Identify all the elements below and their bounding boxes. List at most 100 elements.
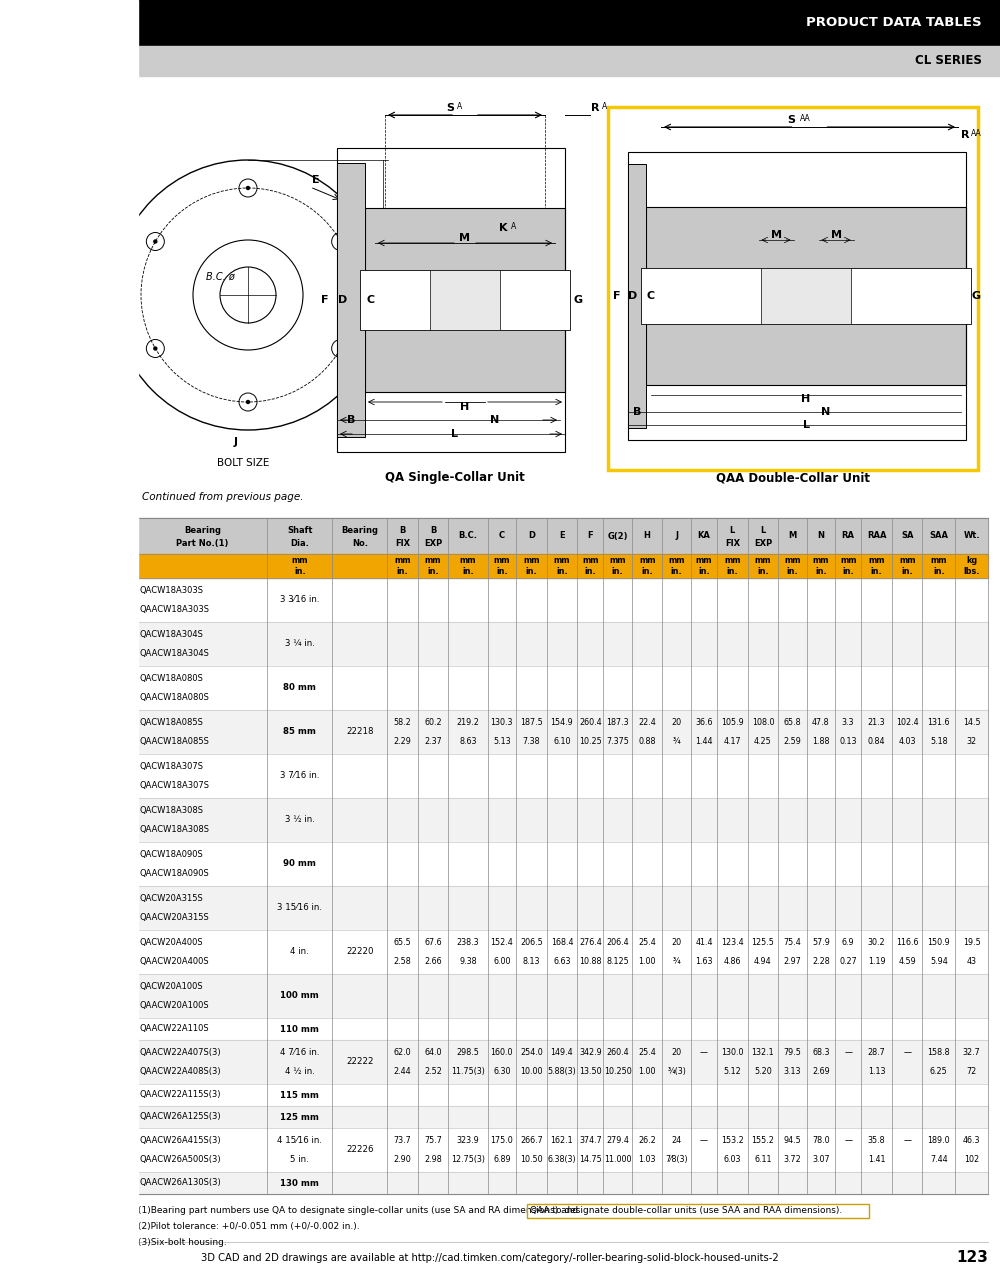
Text: D: D [628,291,638,301]
Text: 4 7⁄16 in.: 4 7⁄16 in. [280,1048,319,1057]
Bar [138,554,988,579]
Text: 43: 43 [967,957,977,966]
Text: ¾: ¾ [673,957,680,966]
Text: 125 mm: 125 mm [280,1112,319,1121]
Text: (3)Six-bolt housing.: (3)Six-bolt housing. [138,1238,227,1247]
Text: 123: 123 [956,1251,988,1266]
Text: 2.69: 2.69 [812,1068,830,1076]
Bar [138,1039,988,1084]
Text: QACW18A085S: QACW18A085S [140,718,204,727]
Text: H: H [460,402,470,412]
Bar [761,268,851,324]
Text: Shaft: Shaft [287,526,312,535]
Text: 4.25: 4.25 [754,737,772,746]
Text: mm: mm [784,557,801,566]
Text: in.: in. [526,567,537,576]
Text: 65.8: 65.8 [784,718,801,727]
Text: mm: mm [724,557,741,566]
Text: AA: AA [800,114,810,123]
Text: 115 mm: 115 mm [280,1091,319,1100]
Text: RAA: RAA [867,531,886,540]
Text: 279.4: 279.4 [606,1135,629,1144]
Bar [138,1018,988,1039]
Text: 3.13: 3.13 [784,1068,801,1076]
Bar [608,108,978,470]
Text: 150.9: 150.9 [927,938,950,947]
Text: 35.8: 35.8 [868,1135,885,1144]
Text: PRODUCT DATA TABLES: PRODUCT DATA TABLES [806,17,982,29]
Text: 22226: 22226 [346,1146,374,1155]
Bar [138,579,988,622]
Text: in.: in. [585,567,596,576]
Text: F: F [588,531,593,540]
Text: 6.03: 6.03 [724,1155,741,1165]
Text: QAACW18A085S: QAACW18A085S [140,737,210,746]
Text: 90 mm: 90 mm [283,859,316,869]
Text: QAACW26A415S(3): QAACW26A415S(3) [140,1135,222,1144]
Text: F: F [612,291,620,301]
Text: 5.12: 5.12 [723,1068,741,1076]
Text: 374.7: 374.7 [579,1135,602,1144]
Text: 12.75(3): 12.75(3) [451,1155,485,1165]
Text: 4.59: 4.59 [898,957,916,966]
Text: 11.000: 11.000 [604,1155,631,1165]
Text: No.: No. [352,539,368,548]
Text: in.: in. [462,567,474,576]
Text: mm: mm [639,557,655,566]
Text: 10.88: 10.88 [579,957,602,966]
Text: in.: in. [397,567,408,576]
Text: 158.8: 158.8 [928,1048,950,1057]
Text: B: B [347,415,355,425]
Text: R: R [591,102,599,113]
Text: 105.9: 105.9 [721,718,744,727]
Text: 20: 20 [672,1048,682,1057]
Bar [138,0,1000,46]
Bar [138,1128,988,1172]
Text: 2.44: 2.44 [394,1068,411,1076]
Text: 6.9: 6.9 [842,938,854,947]
Text: 21.3: 21.3 [868,718,885,727]
Text: FIX: FIX [395,539,410,548]
Text: mm: mm [291,557,308,566]
Text: 10.250: 10.250 [604,1068,632,1076]
Text: —: — [844,1048,852,1057]
Text: 187.3: 187.3 [606,718,629,727]
Text: A: A [602,102,607,111]
Text: 58.2: 58.2 [394,718,411,727]
Text: in.: in. [612,567,623,576]
Text: 206.4: 206.4 [606,938,629,947]
Text: N: N [817,531,824,540]
Text: 2.97: 2.97 [783,957,801,966]
Text: Bearing: Bearing [184,526,221,535]
Text: M: M [460,233,471,243]
Circle shape [246,187,249,189]
Text: SAA: SAA [929,531,948,540]
Text: 73.7: 73.7 [394,1135,411,1144]
Text: in.: in. [871,567,882,576]
Text: 32.7: 32.7 [963,1048,980,1057]
Text: QAACW22A110S: QAACW22A110S [140,1024,210,1033]
Text: 94.5: 94.5 [784,1135,801,1144]
Text: 219.2: 219.2 [457,718,479,727]
Text: B.C.: B.C. [458,531,477,540]
Text: —: — [700,1135,708,1144]
Text: J: J [234,436,238,447]
Text: Part No.(1): Part No.(1) [176,539,229,548]
Text: 41.4: 41.4 [695,938,713,947]
Text: 254.0: 254.0 [520,1048,543,1057]
Text: 4 15⁄16 in.: 4 15⁄16 in. [277,1135,322,1144]
Text: —: — [903,1048,911,1057]
Text: 175.0: 175.0 [490,1135,513,1144]
Text: 65.5: 65.5 [394,938,411,947]
Text: 187.5: 187.5 [520,718,543,727]
Text: in.: in. [815,567,827,576]
Text: 6.89: 6.89 [493,1155,511,1165]
Text: N: N [490,415,500,425]
Text: 10.25: 10.25 [579,737,602,746]
Text: in.: in. [757,567,769,576]
Text: 2.58: 2.58 [394,957,411,966]
Text: Bearing: Bearing [341,526,378,535]
Text: in.: in. [698,567,710,576]
Text: 22222: 22222 [346,1057,374,1066]
Text: 78.0: 78.0 [812,1135,830,1144]
